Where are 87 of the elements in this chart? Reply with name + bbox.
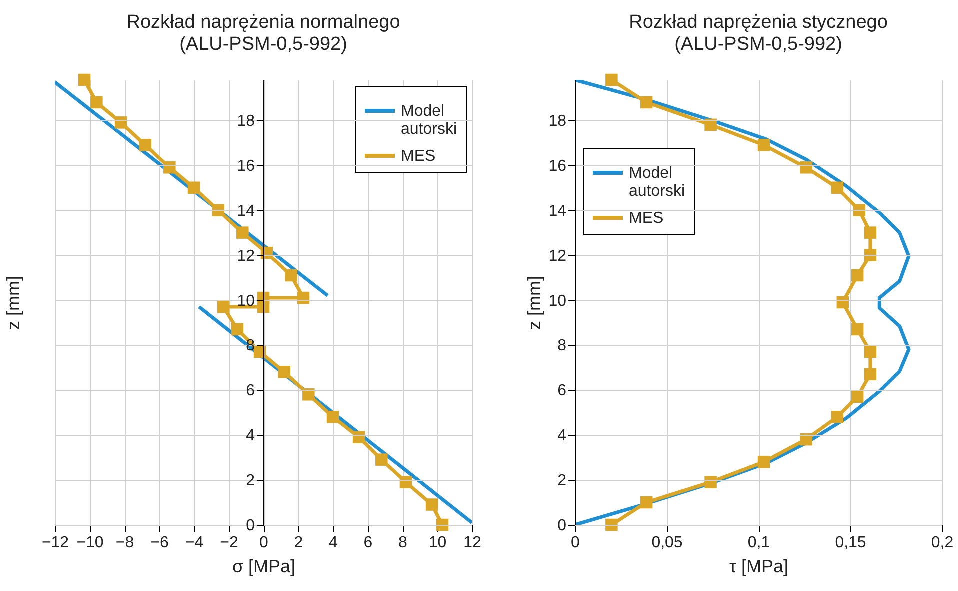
y-tick-label: 2 [558, 472, 567, 490]
legend-label: Model autorski [401, 103, 458, 138]
x-tick-label: 0 [260, 534, 269, 552]
x-tick-label: 12 [464, 534, 482, 552]
chart-title: Rozkład naprężenia normalnego [126, 12, 400, 33]
point [606, 518, 618, 532]
point [426, 498, 438, 511]
point [800, 162, 812, 174]
x-tick-label: −8 [116, 534, 134, 552]
y-tick-label: 6 [558, 382, 567, 400]
point [78, 74, 91, 86]
point [326, 410, 340, 424]
x-tick-label: −2 [220, 534, 238, 552]
point [212, 204, 224, 216]
y-tick-label: 8 [558, 338, 567, 355]
y-axis-title: z [mm] [524, 276, 545, 330]
x-tick-label: −6 [150, 534, 169, 552]
y-tick-label: 8 [246, 338, 256, 355]
legend-label: MES [629, 210, 664, 227]
point [758, 139, 770, 152]
point [139, 139, 152, 152]
y-tick-label: 14 [237, 202, 256, 220]
x-tick-label: −10 [76, 534, 104, 552]
x-tick-label: 0 [571, 534, 580, 552]
y-tick-label: 10 [548, 292, 567, 310]
point [851, 269, 864, 282]
y-axis-title: z [mm] [4, 276, 24, 330]
point [800, 433, 812, 446]
y-tick-label: 16 [548, 158, 567, 175]
point [851, 390, 864, 404]
chart-title: Rozkład naprężenia stycznego [629, 12, 888, 33]
point [236, 226, 249, 239]
chart-subtitle: (ALU-PSM-0,5-992) [180, 34, 348, 55]
point [864, 346, 877, 358]
point [114, 116, 128, 129]
point [400, 476, 412, 488]
y-tick-label: 4 [558, 428, 567, 445]
x-tick-label: 2 [294, 534, 304, 552]
y-tick-label: 6 [246, 382, 256, 400]
x-tick-label: 0,2 [931, 534, 954, 552]
point [285, 269, 298, 282]
x-axis-title: τ [MPa] [729, 556, 789, 576]
y-tick-label: 2 [246, 472, 256, 490]
x-tick-label: 6 [364, 534, 373, 552]
x-tick-label: 4 [329, 534, 338, 552]
point [853, 204, 866, 216]
point [758, 456, 770, 468]
y-tick-label: 12 [237, 248, 256, 265]
point [90, 96, 103, 109]
chart-subtitle: (ALU-PSM-0,5-992) [674, 34, 842, 55]
legend-label: MES [401, 148, 436, 165]
point [376, 454, 388, 466]
point [302, 388, 315, 401]
point [352, 431, 366, 444]
point [864, 226, 877, 239]
y-tick-label: 0 [246, 518, 256, 534]
point [864, 249, 877, 262]
point [164, 162, 176, 174]
point [217, 300, 230, 314]
point [606, 74, 618, 86]
y-tick-label: 4 [246, 428, 256, 445]
point [188, 182, 200, 194]
point [831, 182, 844, 194]
point [640, 96, 653, 109]
point [231, 323, 244, 336]
y-tick-label: 18 [548, 112, 567, 130]
legend-label: Model autorski [629, 165, 686, 200]
y-tick-label: 0 [558, 518, 567, 534]
x-axis-title: σ [MPa] [232, 556, 296, 576]
point [278, 366, 290, 378]
x-tick-label: −12 [42, 534, 70, 552]
point [704, 476, 717, 488]
y-tick-label: 12 [548, 248, 567, 265]
point [704, 118, 717, 132]
y-tick-label: 18 [237, 112, 256, 130]
y-tick-label: 14 [548, 202, 567, 220]
x-tick-label: 10 [428, 534, 447, 552]
point [864, 368, 877, 381]
x-tick-label: 0,05 [652, 534, 683, 552]
point [851, 323, 864, 336]
y-tick-label: 16 [237, 158, 256, 175]
point [831, 410, 844, 424]
x-tick-label: −4 [185, 534, 204, 552]
x-tick-label: 0,15 [835, 534, 866, 552]
x-tick-label: 8 [398, 534, 408, 552]
point [640, 496, 653, 509]
x-tick-label: 0,1 [748, 534, 770, 552]
